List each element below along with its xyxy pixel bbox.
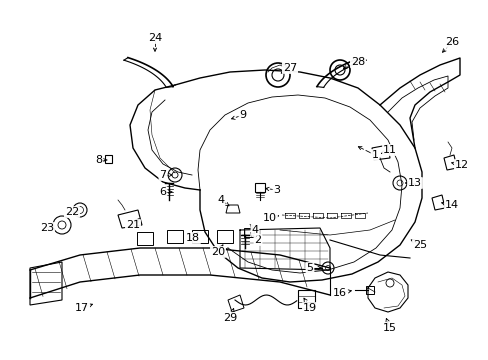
Text: 27: 27 <box>282 63 297 73</box>
Text: 4: 4 <box>251 225 258 235</box>
Text: 1: 1 <box>371 150 378 160</box>
Text: 23: 23 <box>40 223 54 233</box>
Text: 15: 15 <box>382 323 396 333</box>
Text: 21: 21 <box>126 220 140 230</box>
Text: 28: 28 <box>350 57 365 67</box>
Text: 19: 19 <box>303 303 316 313</box>
Text: 10: 10 <box>263 213 276 223</box>
Text: 16: 16 <box>332 288 346 298</box>
Text: 3: 3 <box>273 185 280 195</box>
Text: 25: 25 <box>412 240 426 250</box>
Text: 24: 24 <box>147 33 162 43</box>
Text: 4: 4 <box>217 195 224 205</box>
Text: 26: 26 <box>444 37 458 47</box>
Text: 20: 20 <box>210 247 224 257</box>
Text: 17: 17 <box>75 303 89 313</box>
Text: 5: 5 <box>306 263 313 273</box>
Text: 22: 22 <box>65 207 79 217</box>
Text: 6: 6 <box>159 187 166 197</box>
Text: 2: 2 <box>254 235 261 245</box>
Text: 29: 29 <box>223 313 237 323</box>
Text: 11: 11 <box>382 145 396 155</box>
Text: 14: 14 <box>444 200 458 210</box>
Text: 18: 18 <box>185 233 200 243</box>
Text: 13: 13 <box>407 178 421 188</box>
Text: 8: 8 <box>95 155 102 165</box>
Text: 7: 7 <box>159 170 166 180</box>
Text: 12: 12 <box>454 160 468 170</box>
Text: 9: 9 <box>239 110 246 120</box>
